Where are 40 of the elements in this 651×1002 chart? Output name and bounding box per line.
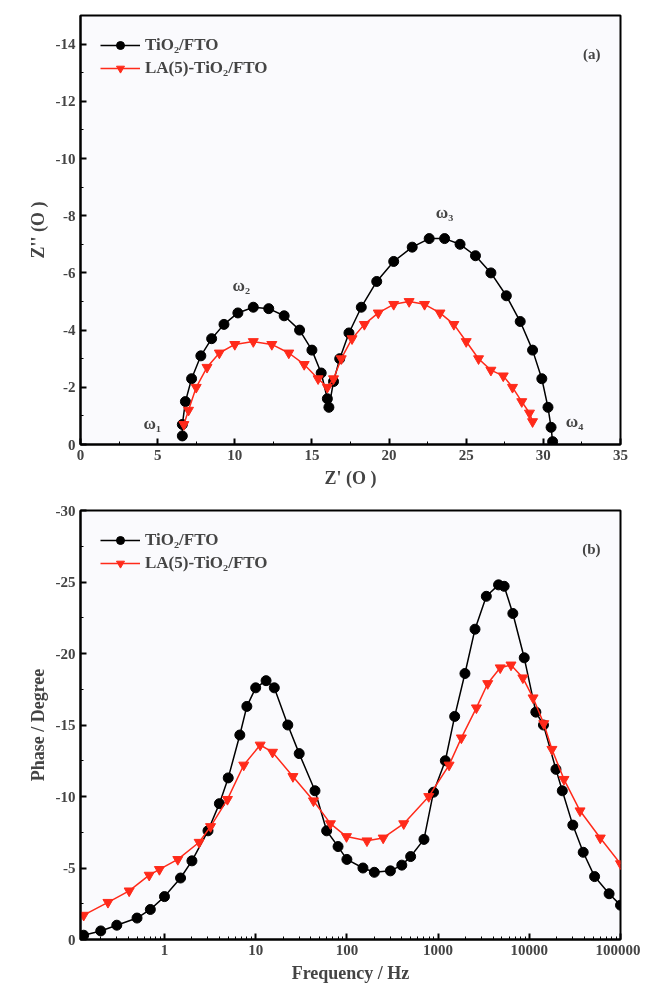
y-tick-label: -2: [63, 379, 76, 396]
x-tick-label: 30: [535, 446, 551, 463]
y-tick-label: -14: [55, 36, 76, 53]
legend-label: TiO₂/FTO: [145, 530, 219, 550]
y-tick-label: -30: [55, 502, 76, 519]
x-tick-label: 15: [304, 446, 320, 463]
legend-label: LA(5)-TiO₂/FTO: [145, 58, 268, 78]
x-tick-label: 25: [458, 446, 474, 463]
y-tick-label: -20: [55, 645, 76, 662]
y-tick-label: -10: [55, 788, 76, 805]
legend-label: LA(5)-TiO₂/FTO: [145, 553, 268, 573]
y-tick-label: -15: [55, 717, 76, 733]
y-tick-label: -5: [63, 860, 76, 876]
x-tick-label: 20: [381, 446, 397, 463]
x-tick-label: 10: [227, 446, 243, 463]
text: (b): [582, 540, 601, 558]
x-tick-label: 10: [248, 941, 264, 958]
y-axis-title: Phase / Degree: [27, 668, 48, 782]
legend-label: TiO₂/FTO: [145, 35, 219, 55]
y-tick-label: -6: [63, 264, 76, 281]
annotation: ω₄: [565, 412, 584, 432]
x-tick-label: 10000: [510, 941, 549, 958]
x-tick-label: 1: [160, 941, 169, 958]
y-tick-label: -25: [55, 574, 76, 590]
x-tick-label: 1000: [423, 941, 454, 958]
annotation: ω₂: [232, 275, 251, 295]
y-axis-title: Z'' (O ): [27, 201, 49, 259]
x-tick-label: 5: [153, 446, 162, 463]
y-tick-label: -4: [63, 322, 76, 339]
x-tick-label: 100: [335, 941, 359, 958]
x-tick-label: 35: [613, 446, 628, 463]
y-tick-label: -10: [55, 150, 76, 167]
x-axis-title: Z' (O ): [324, 467, 377, 489]
text: (a): [583, 45, 601, 63]
x-axis-title: Frequency / Hz: [291, 962, 410, 983]
y-tick-label: -12: [55, 93, 76, 110]
x-tick-label: 100000: [595, 941, 641, 958]
annotation: ω₁: [143, 414, 162, 434]
annotation: ω₃: [435, 203, 454, 223]
y-tick-label: -8: [63, 207, 76, 224]
